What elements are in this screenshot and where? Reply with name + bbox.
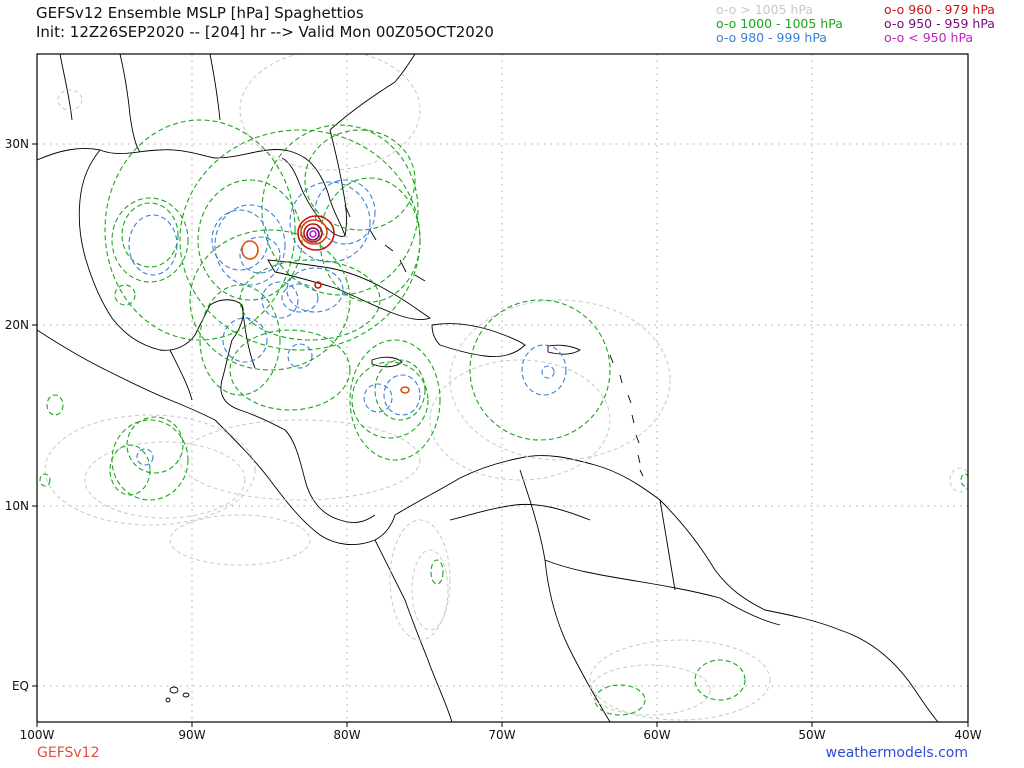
contours-950-959 bbox=[306, 227, 320, 241]
y-tick-label: 30N bbox=[5, 137, 29, 151]
title-line-1: GEFSv12 Ensemble MSLP [hPa] Spaghettios bbox=[36, 4, 364, 22]
map-title: GEFSv12 Ensemble MSLP [hPa] Spaghettios … bbox=[36, 4, 494, 42]
legend-item-lt-950: o-o < 950 hPa bbox=[884, 30, 974, 45]
legend-item-gt-1005: o-o > 1005 hPa bbox=[716, 2, 814, 17]
contours-960-979 bbox=[241, 215, 410, 394]
y-tick-label: 10N bbox=[5, 499, 29, 513]
x-tick-label: 100W bbox=[20, 728, 55, 742]
legend-item-1000-1005: o-o 1000 - 1005 hPa bbox=[716, 16, 843, 31]
contours-980-999 bbox=[128, 179, 567, 466]
x-tick-label: 70W bbox=[488, 728, 515, 742]
x-tick-label: 60W bbox=[643, 728, 670, 742]
contours-1000-1005 bbox=[39, 119, 968, 716]
x-tick-label: 50W bbox=[798, 728, 825, 742]
legend-item-960-979: o-o 960 - 979 hPa bbox=[884, 2, 995, 17]
y-tick-label: EQ bbox=[12, 679, 29, 693]
legend-right: o-o 960 - 979 hPa o-o 950 - 959 hPa o-o … bbox=[884, 3, 995, 45]
site-link[interactable]: weathermodels.com bbox=[825, 745, 968, 761]
x-tick-label: 40W bbox=[954, 728, 981, 742]
legend-item-950-959: o-o 950 - 959 hPa bbox=[884, 16, 995, 31]
model-label: GEFSv12 bbox=[37, 745, 100, 761]
legend-left: o-o > 1005 hPa o-o 1000 - 1005 hPa o-o 9… bbox=[716, 3, 843, 45]
coastlines bbox=[37, 54, 939, 722]
y-axis bbox=[32, 143, 37, 687]
x-tick-label: 90W bbox=[178, 728, 205, 742]
x-tick-label: 80W bbox=[333, 728, 360, 742]
y-tick-label: 20N bbox=[5, 318, 29, 332]
gridlines bbox=[37, 54, 968, 722]
legend-item-980-999: o-o 980 - 999 hPa bbox=[716, 30, 827, 45]
contours-gt-1005 bbox=[44, 54, 968, 721]
x-axis bbox=[36, 722, 969, 727]
plot-frame bbox=[36, 53, 969, 723]
title-line-2: Init: 12Z26SEP2020 -- [204] hr --> Valid… bbox=[36, 23, 494, 41]
